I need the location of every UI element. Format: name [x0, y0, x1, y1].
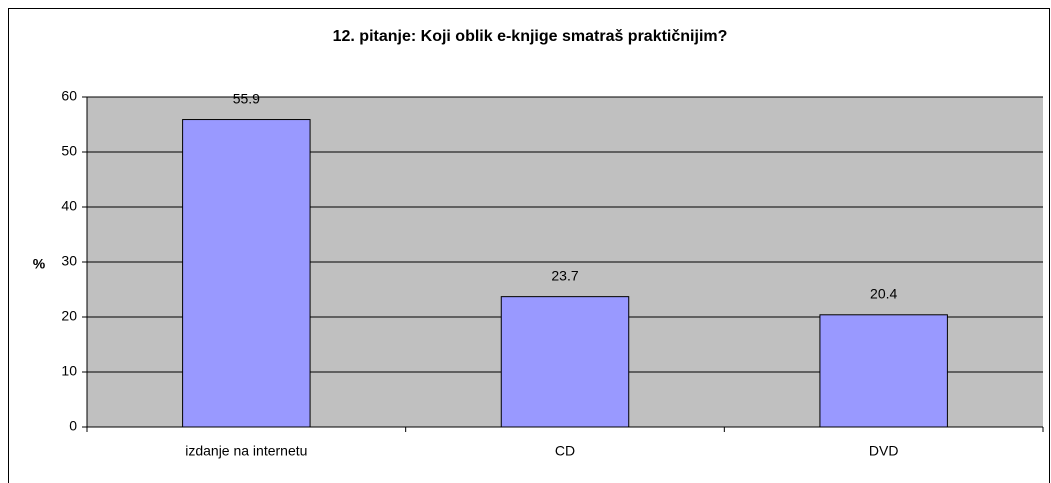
x-tick-label: izdanje na internetu — [185, 443, 307, 459]
y-axis-label: % — [33, 256, 46, 272]
y-tick-label: 30 — [61, 253, 77, 269]
y-tick-label: 10 — [61, 363, 77, 379]
y-tick-label: 40 — [61, 198, 77, 214]
data-label: 23.7 — [551, 267, 578, 283]
data-label: 55.9 — [233, 90, 260, 106]
bar — [500, 296, 630, 428]
y-tick-label: 60 — [61, 88, 77, 104]
y-tick-label: 50 — [61, 143, 77, 159]
bar — [819, 314, 948, 428]
x-tick-label: DVD — [869, 443, 899, 459]
chart-title: 12. pitanje: Koji oblik e-knjige smatraš… — [333, 28, 728, 45]
y-tick-label: 20 — [61, 308, 77, 324]
y-tick-label: 0 — [69, 418, 77, 434]
x-tick-label: CD — [555, 443, 575, 459]
bar — [182, 119, 311, 428]
data-label: 20.4 — [870, 286, 897, 302]
